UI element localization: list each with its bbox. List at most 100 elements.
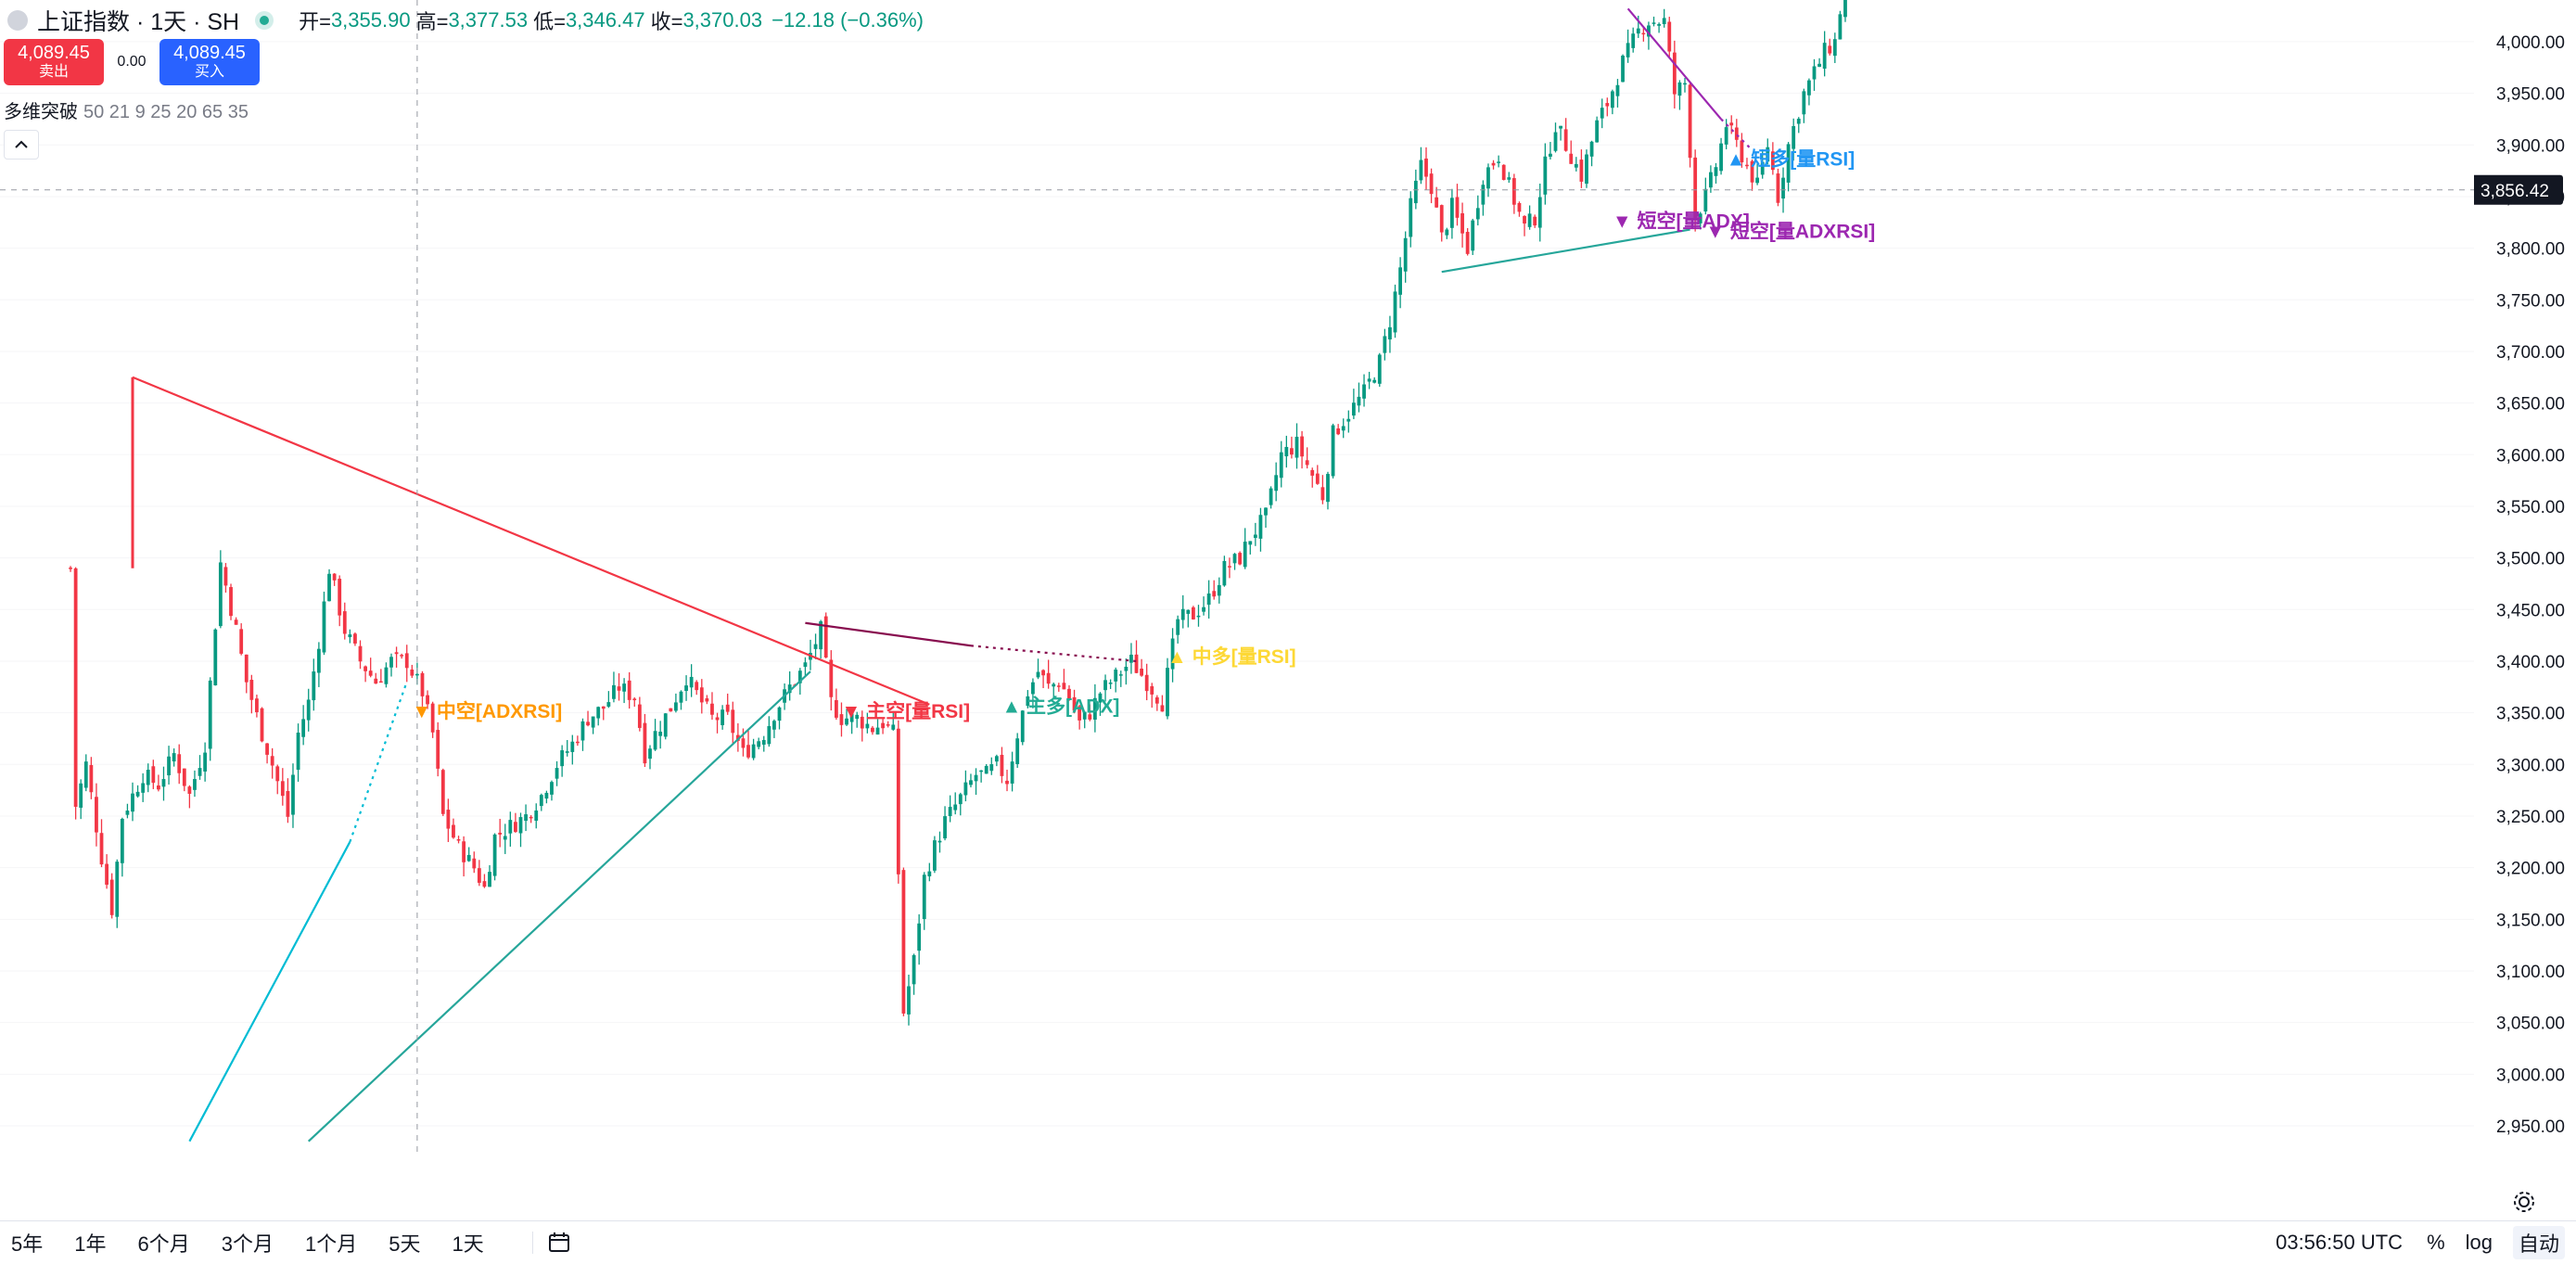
collapse-legend-button[interactable] <box>4 130 39 160</box>
candle-body <box>787 684 792 694</box>
candle-body <box>1589 141 1594 157</box>
signal-label: ▼ 主空[量RSI] <box>841 700 970 722</box>
candle-body <box>1202 606 1205 612</box>
candle-body <box>772 721 776 730</box>
candle-body <box>803 662 808 668</box>
candle-body <box>1585 154 1588 185</box>
sell-price: 4,089.45 <box>18 43 90 64</box>
candle-body <box>167 756 171 776</box>
candle-body <box>943 816 947 839</box>
candle-body <box>1781 177 1785 199</box>
candle-body <box>1595 120 1600 143</box>
buy-button[interactable]: 4,089.45 买入 <box>159 39 260 85</box>
candle-body <box>849 713 854 722</box>
candle-body <box>482 881 487 887</box>
trend-line <box>970 645 1137 663</box>
candle-body <box>1228 566 1231 568</box>
settings-gear-icon[interactable] <box>2511 1189 2537 1215</box>
candle-body <box>1098 693 1103 703</box>
candle-body <box>529 816 533 819</box>
signal-label: ▼ 中空[ADXRSI] <box>412 700 562 722</box>
candle-body <box>446 810 451 829</box>
candle-body <box>322 601 326 653</box>
candle-body <box>777 707 782 721</box>
candle-body <box>565 751 569 753</box>
candle-body <box>1574 163 1578 168</box>
candle-body <box>1755 177 1760 184</box>
candle-body <box>1036 671 1040 678</box>
price-tick-label: 3,000.00 <box>2496 1066 2565 1085</box>
candle-body <box>875 727 880 735</box>
candle-body <box>1667 21 1672 52</box>
candle-body <box>865 723 870 729</box>
sell-button[interactable]: 4,089.45 卖出 <box>4 39 104 85</box>
candle-body <box>1238 553 1243 565</box>
candle-body <box>141 783 146 793</box>
candle-body <box>394 652 399 655</box>
candle-body <box>312 671 316 701</box>
candle-body <box>1140 669 1143 676</box>
utc-clock[interactable]: 03:56:50 UTC <box>2276 1231 2404 1254</box>
candle-body <box>1802 91 1806 115</box>
range-3m[interactable]: 3个月 <box>221 1232 274 1256</box>
candle-body <box>157 785 160 790</box>
indicator-legend[interactable]: 多维突破 50 21 9 25 20 65 35 <box>4 96 249 123</box>
candle-body <box>348 634 352 638</box>
candle-body <box>125 811 130 815</box>
candlestick-chart[interactable]: 11月12月20252月3月4月5月6月7月8月9月10月11月12月20262… <box>0 0 2474 1172</box>
candle-body <box>674 702 678 711</box>
percent-scale-toggle[interactable]: % <box>2427 1231 2445 1254</box>
candle-body <box>813 644 818 649</box>
candle-body <box>135 791 140 797</box>
candle-body <box>1812 66 1817 80</box>
candle-body <box>338 579 342 616</box>
bottom-toolbar: 5年 1年 6个月 3个月 1个月 5天 1天 03:56:50 UTC % l… <box>0 1220 2576 1264</box>
candle-body <box>1150 685 1154 695</box>
range-5d[interactable]: 5天 <box>389 1232 421 1256</box>
range-5y[interactable]: 5年 <box>11 1232 44 1256</box>
ohlc-open-value: 3,355.90 <box>330 8 411 32</box>
candle-body <box>1346 418 1351 422</box>
candle-body <box>761 739 766 745</box>
candle-body <box>1052 683 1056 687</box>
candle-body <box>1621 55 1625 83</box>
candle-body <box>881 722 885 729</box>
symbol-title[interactable]: 上证指数 · 1天 · SH <box>37 9 240 35</box>
candle-body <box>430 703 435 733</box>
candle-body <box>679 691 683 703</box>
candle-body <box>922 875 926 920</box>
candle-body <box>1315 473 1320 484</box>
range-1m[interactable]: 1个月 <box>305 1232 358 1256</box>
candle-body <box>1124 666 1129 671</box>
candle-body <box>1362 384 1366 399</box>
candle-body <box>969 780 973 785</box>
candle-body <box>1031 682 1035 695</box>
candle-body <box>239 629 244 654</box>
candle-body <box>1683 83 1687 85</box>
candle-body <box>229 587 233 617</box>
candle-body <box>994 756 999 762</box>
candle-body <box>731 709 735 734</box>
candle-body <box>1056 685 1061 687</box>
candle-body <box>1403 237 1408 272</box>
candle-body <box>1020 710 1025 743</box>
candle-body <box>1258 515 1263 539</box>
price-tick-label: 3,600.00 <box>2496 446 2565 466</box>
range-1y[interactable]: 1年 <box>74 1232 107 1256</box>
range-6m[interactable]: 6个月 <box>137 1232 190 1256</box>
calendar-goto-icon[interactable] <box>531 1232 572 1254</box>
candle-body <box>1605 103 1610 107</box>
candle-body <box>95 797 98 833</box>
log-scale-toggle[interactable]: log <box>2465 1231 2493 1254</box>
candle-body <box>1212 591 1217 597</box>
candle-body <box>580 721 585 741</box>
candle-body <box>1569 153 1574 164</box>
signal-label: ▲ 中多[量RSI] <box>1167 645 1296 668</box>
candle-body <box>575 741 580 744</box>
candle-body <box>989 764 994 772</box>
candle-body <box>306 699 311 721</box>
candle-body <box>1383 336 1387 353</box>
price-axis[interactable]: 4,200.004,150.004,100.004,050.004,000.00… <box>2474 0 2576 1172</box>
range-1d[interactable]: 1天 <box>452 1232 484 1256</box>
auto-scale-toggle[interactable]: 自动 <box>2512 1226 2565 1259</box>
